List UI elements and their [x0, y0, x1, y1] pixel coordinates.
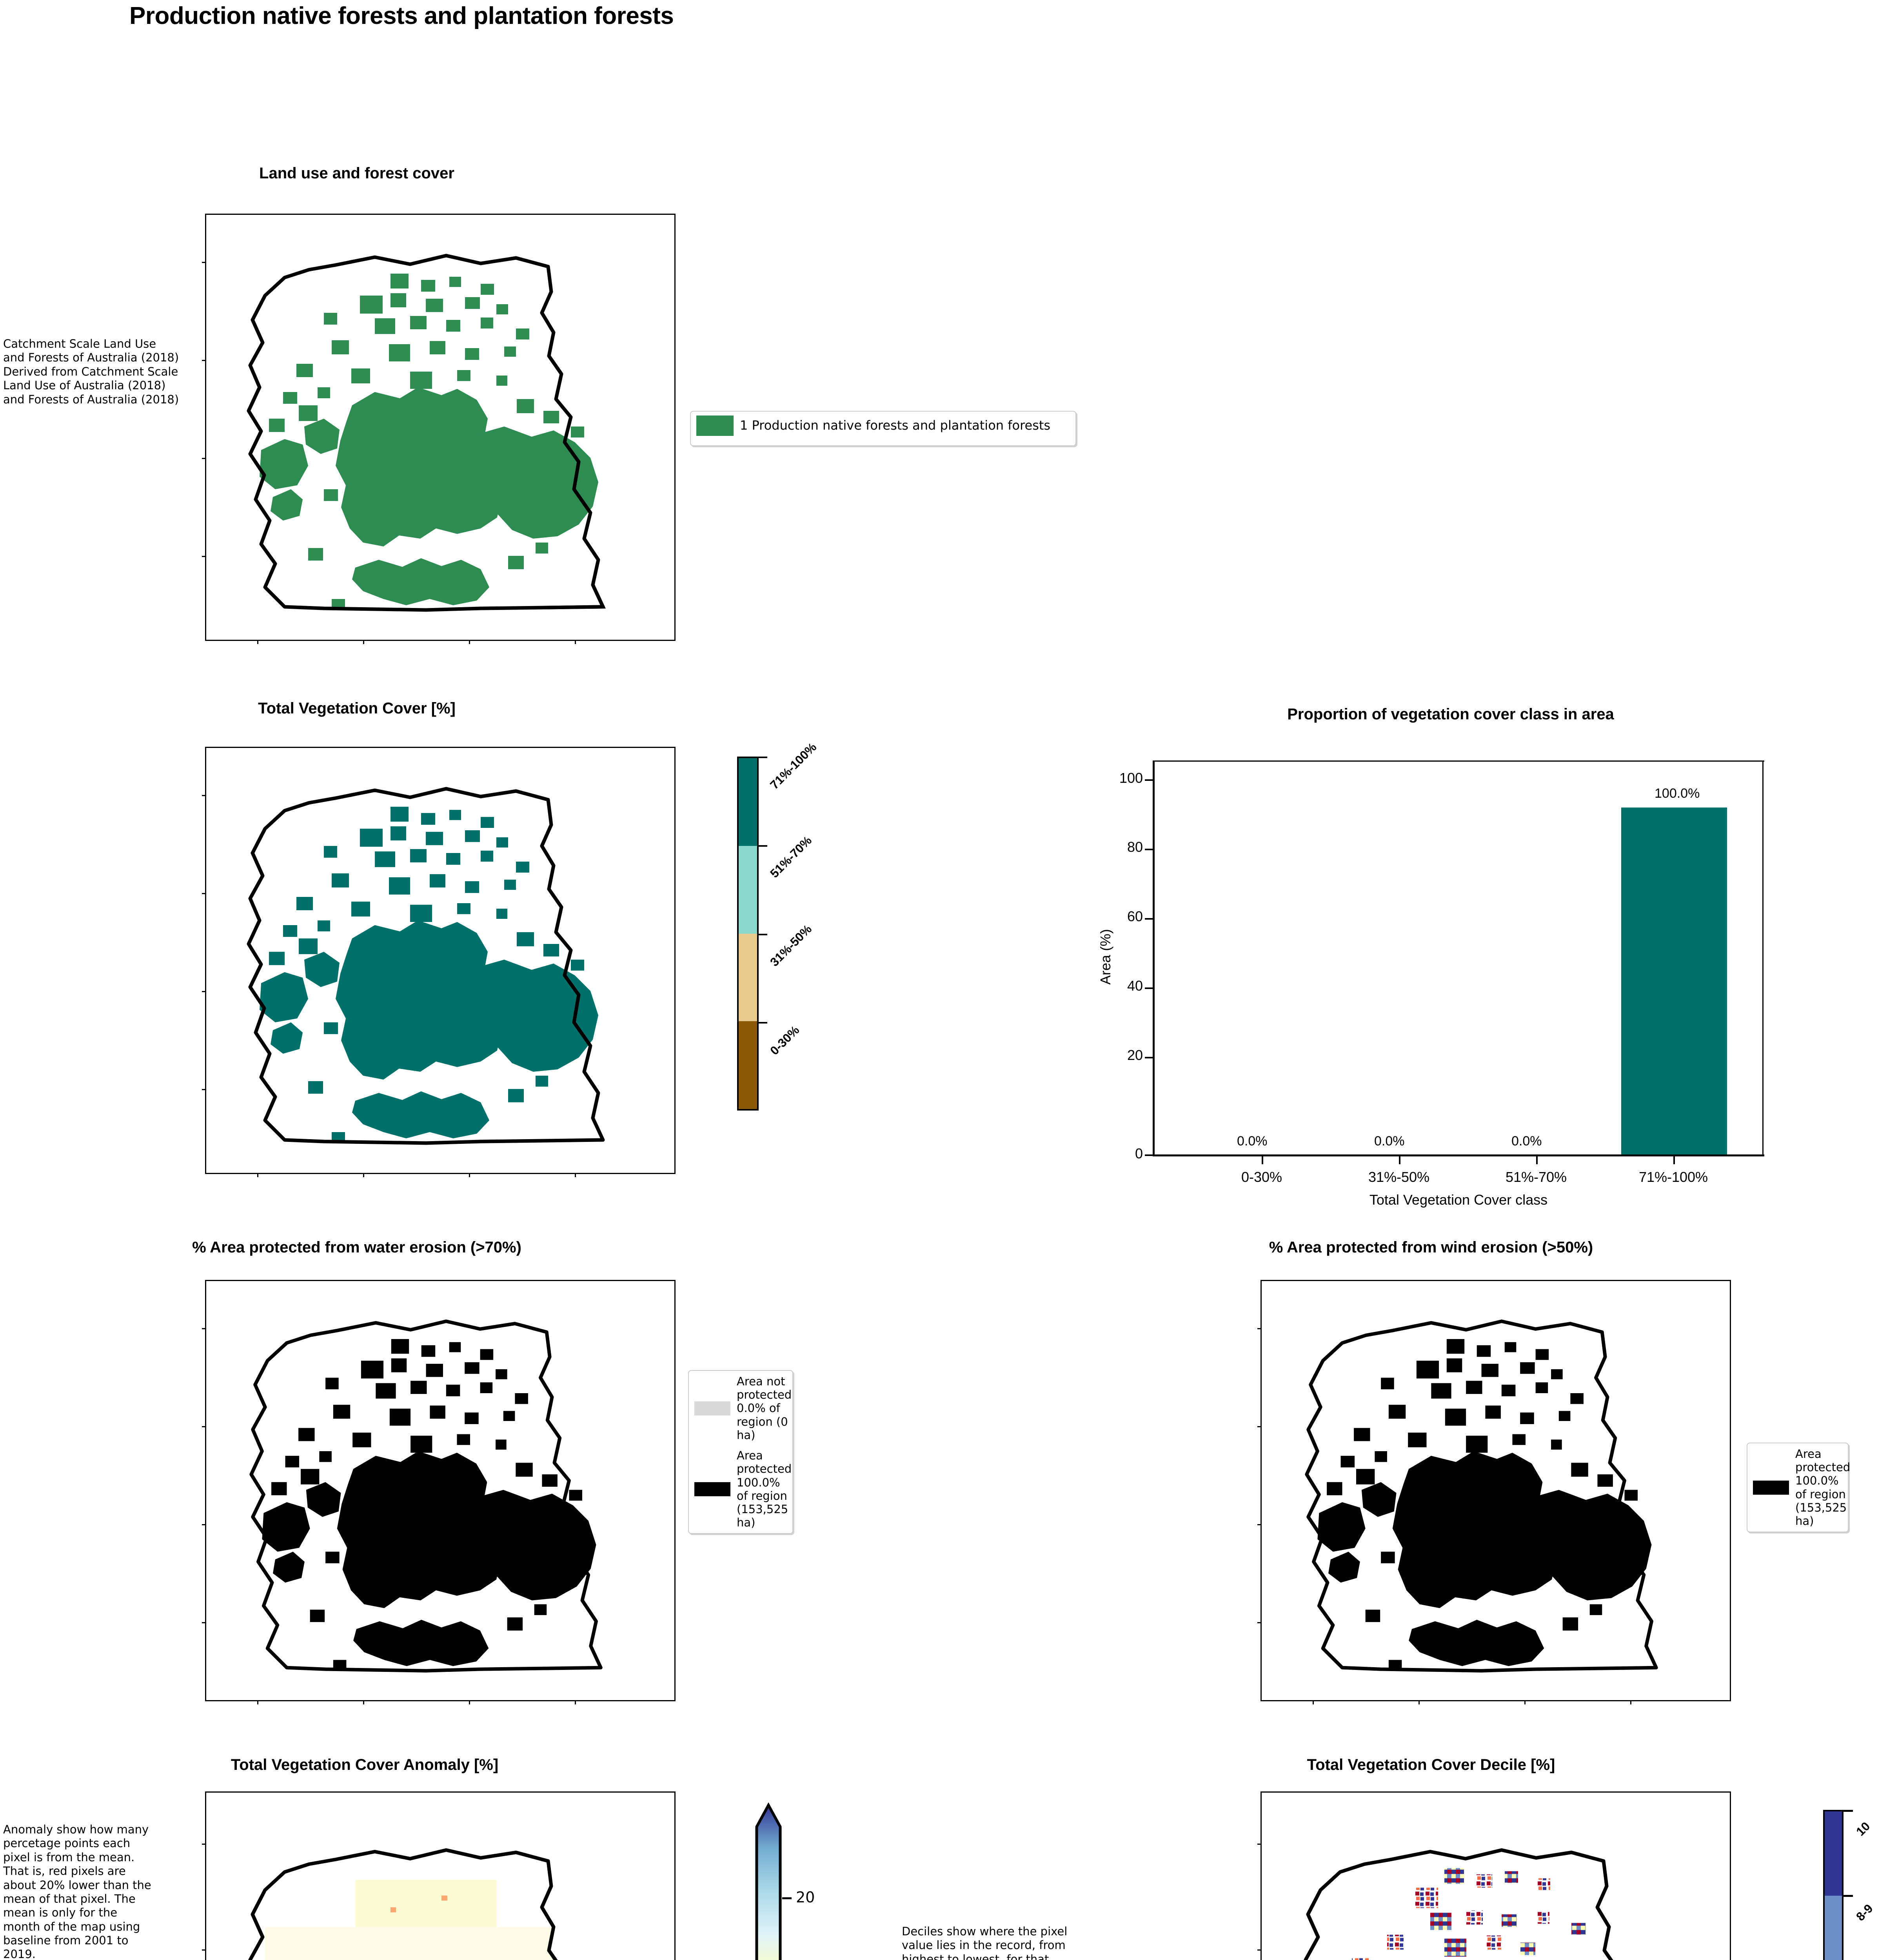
vegcover-map [202, 747, 676, 1177]
page-title: Production native forests and plantation… [129, 2, 674, 29]
landuse-sidenote: Catchment Scale Land Use and Forests of … [3, 337, 179, 406]
vegcover-colorbar-seg-0 [739, 758, 757, 846]
barchart-ytick-2: 40 [1127, 978, 1143, 994]
anomaly-cb-tick-20: 20 [796, 1889, 815, 1906]
protected-polygons [1317, 1339, 1652, 1671]
decile-colorbar-seg-10 [1825, 1811, 1842, 1896]
protected-polygons [262, 1339, 596, 1671]
vegcover-colorbar [737, 757, 759, 1111]
water-erosion-map-svg [249, 1319, 603, 1673]
vegcover-colorbar-label-3: 0-30% [767, 1023, 802, 1058]
decile-colorbar-seg-8-9 [1825, 1896, 1842, 1960]
landuse-legend-swatch [696, 416, 734, 436]
barchart-axis-right [1762, 760, 1764, 1156]
vegcover-panel-title: Total Vegetation Cover [%] [258, 700, 456, 717]
vegcover-map-svg [247, 787, 605, 1145]
anomaly-colorbar [755, 1802, 782, 1960]
wind-legend-swatch-protected [1753, 1480, 1789, 1495]
vegcover-colorbar-label-0: 71%-100% [767, 740, 819, 792]
catchment-boundary [1304, 1848, 1613, 1960]
landuse-legend-label: 1 Production native forests and plantati… [740, 418, 1051, 433]
vegcover-colorbar-seg-1 [739, 846, 757, 934]
water-legend-label-notprotected: Area not protected 0.0% of region (0 ha) [737, 1375, 792, 1442]
landuse-map [202, 214, 676, 644]
wind-erosion-legend: Area protected 100.0% of region (153,525… [1747, 1443, 1851, 1533]
catchment-boundary [248, 1848, 558, 1960]
landuse-map-svg [247, 254, 606, 612]
vegcover-colorbar-label-2: 31%-50% [767, 922, 815, 969]
bar-value-label-2: 0.0% [1511, 1134, 1542, 1149]
barchart-ytick-0: 0 [1135, 1145, 1143, 1161]
decile-cb-label-8-9: 8-9 [1853, 1901, 1876, 1924]
barchart-ytick-3: 60 [1127, 908, 1143, 924]
anomaly-sidenote: Anomaly show how many percetage points e… [3, 1823, 151, 1960]
anomaly-map-svg [248, 1848, 603, 1960]
bar-value-label-3: 100.0% [1655, 786, 1700, 801]
bar-value-label-0: 0.0% [1237, 1134, 1268, 1149]
water-panel-title: % Area protected from water erosion (>70… [192, 1239, 521, 1256]
barchart-xtick-2: 51%-70% [1505, 1169, 1567, 1185]
vegcover-polygons [260, 807, 598, 1143]
wind-panel-title: % Area protected from wind erosion (>50%… [1269, 1239, 1593, 1256]
water-legend-swatch-notprotected [694, 1401, 730, 1416]
catchment-boundary [249, 1319, 603, 1673]
decile-map-svg [1304, 1848, 1658, 1960]
vegcover-colorbar-label-1: 51%-70% [767, 833, 815, 881]
anomaly-map [202, 1791, 676, 1960]
decile-map [1257, 1791, 1731, 1960]
water-legend-label-protected: Area protected 100.0% of region (153,525… [737, 1449, 792, 1530]
bar-value-label-1: 0.0% [1374, 1134, 1405, 1149]
wind-legend-label-protected: Area protected 100.0% of region (153,525… [1795, 1447, 1851, 1528]
barchart-title: Proportion of vegetation cover class in … [1287, 706, 1614, 723]
catchment-boundary [1305, 1319, 1658, 1673]
anomaly-panel-title: Total Vegetation Cover Anomaly [%] [231, 1756, 499, 1773]
landuse-legend: 1 Production native forests and plantati… [690, 411, 1076, 446]
barchart-ytick-4: 80 [1127, 839, 1143, 855]
barchart-axis-bottom [1153, 1154, 1764, 1156]
water-legend-swatch-protected [694, 1482, 730, 1496]
water-erosion-legend: Area not protected 0.0% of region (0 ha)… [688, 1370, 793, 1534]
wind-erosion-map-svg [1305, 1319, 1658, 1673]
vegcover-colorbar-seg-2 [739, 933, 757, 1022]
barchart-xtick-1: 31%-50% [1368, 1169, 1430, 1185]
barchart-xtick-0: 0-30% [1241, 1169, 1282, 1185]
catchment-southeast-edge [543, 584, 606, 610]
anomaly-cb-tick-10: 10 [796, 1959, 815, 1960]
decile-colorbar [1823, 1810, 1844, 1960]
barchart-axis-left [1153, 760, 1155, 1156]
water-erosion-map [202, 1280, 676, 1704]
catchment-boundary [247, 787, 605, 1145]
barchart-xlabel: Total Vegetation Cover class [1369, 1192, 1548, 1208]
barchart-axis-top [1153, 760, 1764, 762]
bar-3 [1621, 808, 1727, 1154]
barchart-xtick-3: 71%-100% [1638, 1169, 1708, 1185]
barchart-ytick-5: 100 [1119, 770, 1143, 786]
barchart-ylabel: Area (%) [1097, 929, 1113, 985]
forest-polygons [260, 274, 598, 610]
vegcover-colorbar-seg-3 [739, 1021, 757, 1109]
decile-sidenote: Deciles show where the pixel value lies … [902, 1925, 1068, 1960]
wind-erosion-map [1257, 1280, 1731, 1704]
landuse-panel-title: Land use and forest cover [259, 165, 454, 182]
barchart: 100 80 60 40 20 0 0.0% 0.0% 0.0% 100.0% … [1097, 745, 1780, 1208]
decile-panel-title: Total Vegetation Cover Decile [%] [1307, 1756, 1555, 1773]
barchart-ytick-1: 20 [1127, 1047, 1143, 1063]
decile-cb-label-10: 10 [1853, 1819, 1873, 1839]
